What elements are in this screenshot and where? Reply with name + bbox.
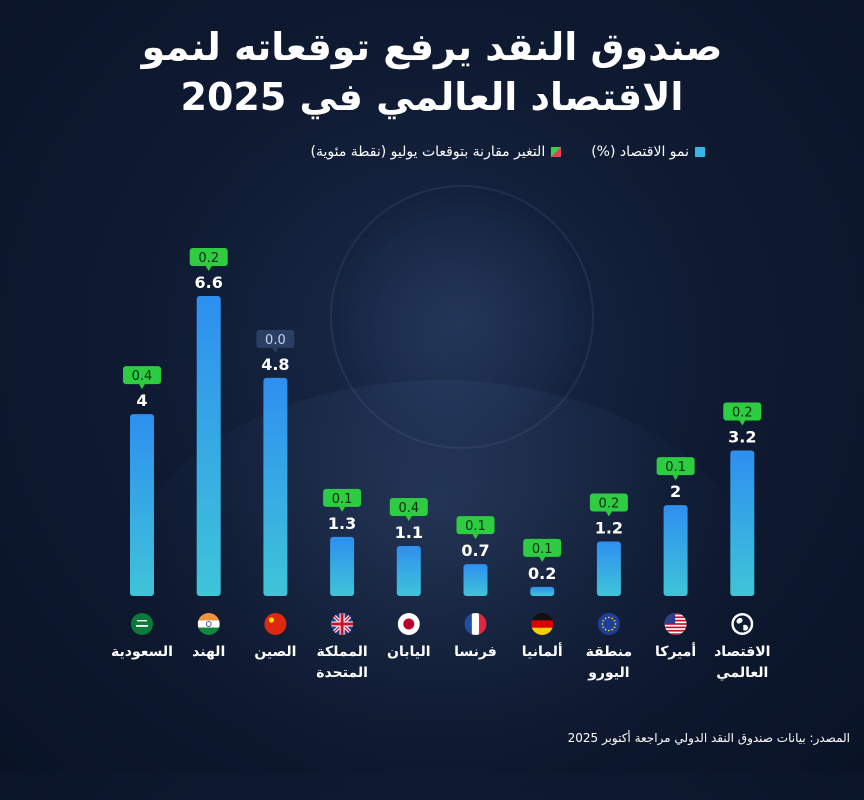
bar-0	[130, 414, 154, 596]
change-badge-8	[656, 457, 695, 476]
title-line-2: الاقتصاد العالمي في 2025	[180, 75, 684, 119]
bar-2	[263, 377, 288, 596]
usa-flag-icon	[664, 613, 687, 635]
change-label-1: 0.2	[198, 251, 219, 266]
legend: نمو الاقتصاد (%) التغير مقارنة بتوقعات ي…	[160, 144, 705, 160]
bar-value-2: 4.8	[261, 355, 289, 374]
category-label-3: المملكة	[317, 644, 368, 660]
change-badge-tail-1	[205, 266, 212, 271]
japan-flag-icon	[397, 613, 420, 635]
bar-value-0: 4	[136, 391, 147, 410]
category-label-0: السعودية	[111, 644, 173, 660]
legend-change-swatch	[551, 147, 562, 157]
change-label-5: 0.1	[465, 519, 486, 534]
imf-seal-watermark	[330, 185, 594, 449]
china-flag-icon	[264, 613, 287, 635]
background-globe	[120, 380, 760, 800]
change-badge-tail-7	[605, 511, 612, 517]
category-label-line2-3: المتحدة	[316, 665, 368, 681]
change-badge-tail-6	[539, 556, 546, 562]
category-label-9: الاقتصاد	[714, 644, 770, 660]
change-badge-0	[123, 366, 161, 385]
change-badge-7	[589, 493, 628, 512]
bar-value-5: 0.7	[461, 541, 489, 560]
legend-growth: نمو الاقتصاد (%)	[591, 144, 705, 160]
change-badge-2	[256, 329, 295, 348]
uk-flag-icon	[331, 613, 354, 635]
bar-value-8: 2	[670, 482, 681, 501]
bar-4	[396, 546, 421, 596]
change-badge-tail-0	[139, 384, 145, 390]
bar-value-9: 3.2	[728, 428, 756, 447]
category-label-4: اليابان	[387, 644, 431, 660]
category-label-line2-7: اليورو	[587, 665, 629, 681]
eu-flag-icon	[597, 613, 620, 635]
category-label-line2-9: العالمي	[716, 665, 768, 681]
chart-title: صندوق النقد يرفع توقعاته لنمو الاقتصاد ا…	[0, 22, 864, 122]
category-label-2: الصين	[254, 644, 296, 660]
change-badge-3	[323, 488, 362, 507]
category-label-5: فرنسا	[454, 644, 497, 660]
change-label-7: 0.2	[599, 496, 620, 511]
change-badge-6	[523, 538, 562, 557]
change-badge-1	[189, 248, 228, 266]
saudi-flag-icon	[131, 613, 153, 635]
globe-icon	[731, 613, 754, 635]
change-label-0: 0.4	[132, 369, 153, 384]
bar-value-7: 1.2	[595, 518, 623, 537]
legend-change: التغير مقارنة بتوقعات يوليو (نقطة مئوية)	[311, 144, 562, 160]
change-badge-9	[723, 402, 762, 421]
category-label-8: أميركا	[655, 642, 696, 660]
change-badge-5	[456, 516, 495, 535]
change-badge-tail-3	[339, 506, 346, 512]
category-label-7: منطقة	[586, 644, 633, 660]
change-badge-4	[389, 498, 428, 516]
change-badge-tail-9	[739, 420, 746, 426]
bar-9	[730, 450, 755, 596]
germany-flag-icon	[531, 613, 554, 635]
bar-6	[530, 586, 555, 596]
change-badge-tail-8	[672, 475, 679, 481]
bar-value-1: 6.6	[195, 273, 223, 292]
change-label-8: 0.1	[665, 460, 686, 475]
bar-1	[196, 296, 221, 596]
change-badge-tail-5	[472, 534, 479, 540]
bar-7	[596, 541, 621, 596]
change-label-2: 0.0	[265, 333, 286, 348]
bar-value-6: 0.2	[528, 564, 556, 583]
change-label-9: 0.2	[732, 406, 753, 421]
title-line-1: صندوق النقد يرفع توقعاته لنمو	[141, 25, 723, 69]
category-label-6: ألمانيا	[522, 642, 563, 660]
change-label-3: 0.1	[332, 492, 353, 507]
france-flag-icon	[464, 613, 487, 635]
india-flag-icon	[197, 613, 220, 635]
bar-value-3: 1.3	[328, 514, 356, 533]
source-note: المصدر: بيانات صندوق النقد الدولي مراجعة…	[567, 731, 850, 745]
legend-growth-label: نمو الاقتصاد (%)	[591, 144, 689, 160]
change-badge-tail-4	[405, 516, 412, 521]
change-label-4: 0.4	[398, 501, 419, 516]
change-label-6: 0.1	[532, 542, 553, 557]
bar-chart: 4 0.4 السعودية 6.6 0.2 الهند 4.8 0.0 الصين 1.3 0.1…	[111, 248, 770, 681]
bar-value-4: 1.1	[395, 523, 423, 542]
change-badge-tail-2	[272, 347, 279, 353]
bar-5	[463, 564, 488, 596]
category-label-1: الهند	[192, 644, 225, 660]
legend-growth-swatch	[695, 147, 705, 157]
legend-change-label: التغير مقارنة بتوقعات يوليو (نقطة مئوية)	[310, 144, 546, 160]
bar-3	[330, 536, 355, 596]
bar-8	[663, 505, 688, 596]
